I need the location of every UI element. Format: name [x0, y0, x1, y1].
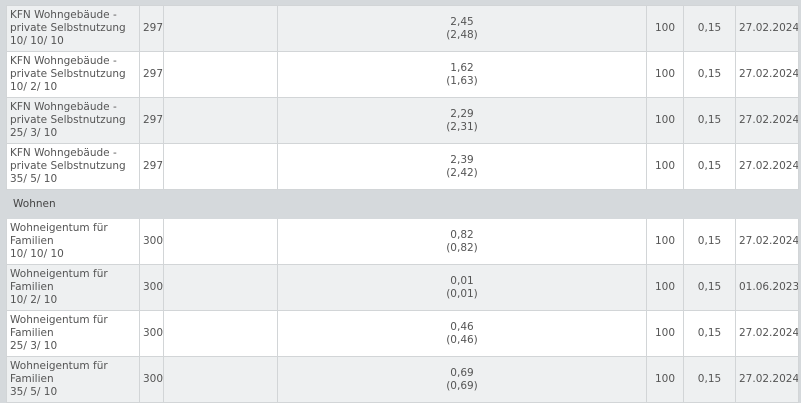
payout-percent-cell: 100 [646, 5, 684, 52]
interest-rate-cell: 2,29 (2,31) [277, 97, 647, 144]
empty-cell [163, 143, 278, 190]
program-code-cell: 297 [139, 5, 164, 52]
payout-percent-cell: 100 [646, 218, 684, 265]
table-row[interactable]: Wohneigentum für Familien 10/ 2/ 10 300 0,01… [6, 264, 799, 311]
fee-cell: 0,15 [683, 5, 736, 52]
effective-rate: (0,46) [446, 333, 478, 346]
group-header-row: Wohnen [6, 189, 799, 219]
interest-rate-cell: 1,62 (1,63) [277, 51, 647, 98]
program-code-cell: 300 [139, 356, 164, 403]
interest-rate: 0,01 [450, 274, 474, 287]
payout-percent-cell: 100 [646, 264, 684, 311]
interest-rate: 2,29 [450, 107, 474, 120]
fee-cell: 0,15 [683, 356, 736, 403]
table-row[interactable]: Wohneigentum für Familien 35/ 5/ 10 300 0,69… [6, 356, 799, 403]
program-code-cell: 297 [139, 51, 164, 98]
payout-percent-cell: 100 [646, 97, 684, 144]
effective-rate: (2,42) [446, 166, 478, 179]
fee-cell: 0,15 [683, 310, 736, 357]
interest-rate: 1,62 [450, 61, 474, 74]
fee-cell: 0,15 [683, 97, 736, 144]
fee-cell: 0,15 [683, 51, 736, 98]
product-name-cell: Wohneigentum für Familien 10/ 2/ 10 [6, 264, 140, 311]
table-row[interactable]: KFN Wohngebäude - private Selbstnutzung 10… [6, 5, 799, 52]
table-row[interactable]: KFN Wohngebäude - private Selbstnutzung 35… [6, 143, 799, 190]
date-cell: 27.02.2024 [735, 218, 799, 265]
empty-cell [163, 97, 278, 144]
fee-cell: 0,15 [683, 218, 736, 265]
effective-rate: (2,48) [446, 28, 478, 41]
program-code-cell: 300 [139, 310, 164, 357]
interest-rate: 0,46 [450, 320, 474, 333]
program-code-cell: 300 [139, 218, 164, 265]
product-name-cell: KFN Wohngebäude - private Selbstnutzung 35… [6, 143, 140, 190]
empty-cell [163, 310, 278, 357]
effective-rate: (2,31) [446, 120, 478, 133]
empty-cell [163, 5, 278, 52]
product-name-cell: KFN Wohngebäude - private Selbstnutzung 10… [6, 5, 140, 52]
interest-rate-cell: 0,69 (0,69) [277, 356, 647, 403]
date-cell: 27.02.2024 [735, 5, 799, 52]
interest-rate-cell: 0,46 (0,46) [277, 310, 647, 357]
effective-rate: (0,69) [446, 379, 478, 392]
interest-rate: 0,69 [450, 366, 474, 379]
date-cell: 27.02.2024 [735, 143, 799, 190]
interest-rate-cell: 0,82 (0,82) [277, 218, 647, 265]
effective-rate: (0,01) [446, 287, 478, 300]
table-row[interactable]: KFN Wohngebäude - private Selbstnutzung 25… [6, 97, 799, 144]
payout-percent-cell: 100 [646, 310, 684, 357]
empty-cell [163, 356, 278, 403]
interest-rate-cell: 0,01 (0,01) [277, 264, 647, 311]
payout-percent-cell: 100 [646, 51, 684, 98]
effective-rate: (1,63) [446, 74, 478, 87]
table-row[interactable]: Wohneigentum für Familien 25/ 3/ 10 300 0,46… [6, 310, 799, 357]
group-label: Wohnen [6, 189, 799, 219]
product-name-cell: KFN Wohngebäude - private Selbstnutzung 25… [6, 97, 140, 144]
fee-cell: 0,15 [683, 143, 736, 190]
product-name-cell: Wohneigentum für Familien 35/ 5/ 10 [6, 356, 140, 403]
product-name-cell: Wohneigentum für Familien 25/ 3/ 10 [6, 310, 140, 357]
conditions-table: KFN Wohngebäude - private Selbstnutzung 10… [6, 5, 799, 403]
payout-percent-cell: 100 [646, 143, 684, 190]
interest-rate: 0,82 [450, 228, 474, 241]
empty-cell [163, 264, 278, 311]
table-row[interactable]: KFN Wohngebäude - private Selbstnutzung 10… [6, 51, 799, 98]
date-cell: 27.02.2024 [735, 51, 799, 98]
table-row[interactable]: Wohneigentum für Familien 10/ 10/ 10 300 0,8… [6, 218, 799, 265]
interest-rate: 2,45 [450, 15, 474, 28]
effective-rate: (0,82) [446, 241, 478, 254]
date-cell: 27.02.2024 [735, 310, 799, 357]
payout-percent-cell: 100 [646, 356, 684, 403]
program-code-cell: 297 [139, 143, 164, 190]
product-name-cell: Wohneigentum für Familien 10/ 10/ 10 [6, 218, 140, 265]
empty-cell [163, 218, 278, 265]
fee-cell: 0,15 [683, 264, 736, 311]
interest-rate-cell: 2,45 (2,48) [277, 5, 647, 52]
interest-rate-cell: 2,39 (2,42) [277, 143, 647, 190]
empty-cell [163, 51, 278, 98]
program-code-cell: 297 [139, 97, 164, 144]
interest-rate: 2,39 [450, 153, 474, 166]
program-code-cell: 300 [139, 264, 164, 311]
product-name-cell: KFN Wohngebäude - private Selbstnutzung 10… [6, 51, 140, 98]
date-cell: 27.02.2024 [735, 356, 799, 403]
date-cell: 01.06.2023 [735, 264, 799, 311]
date-cell: 27.02.2024 [735, 97, 799, 144]
